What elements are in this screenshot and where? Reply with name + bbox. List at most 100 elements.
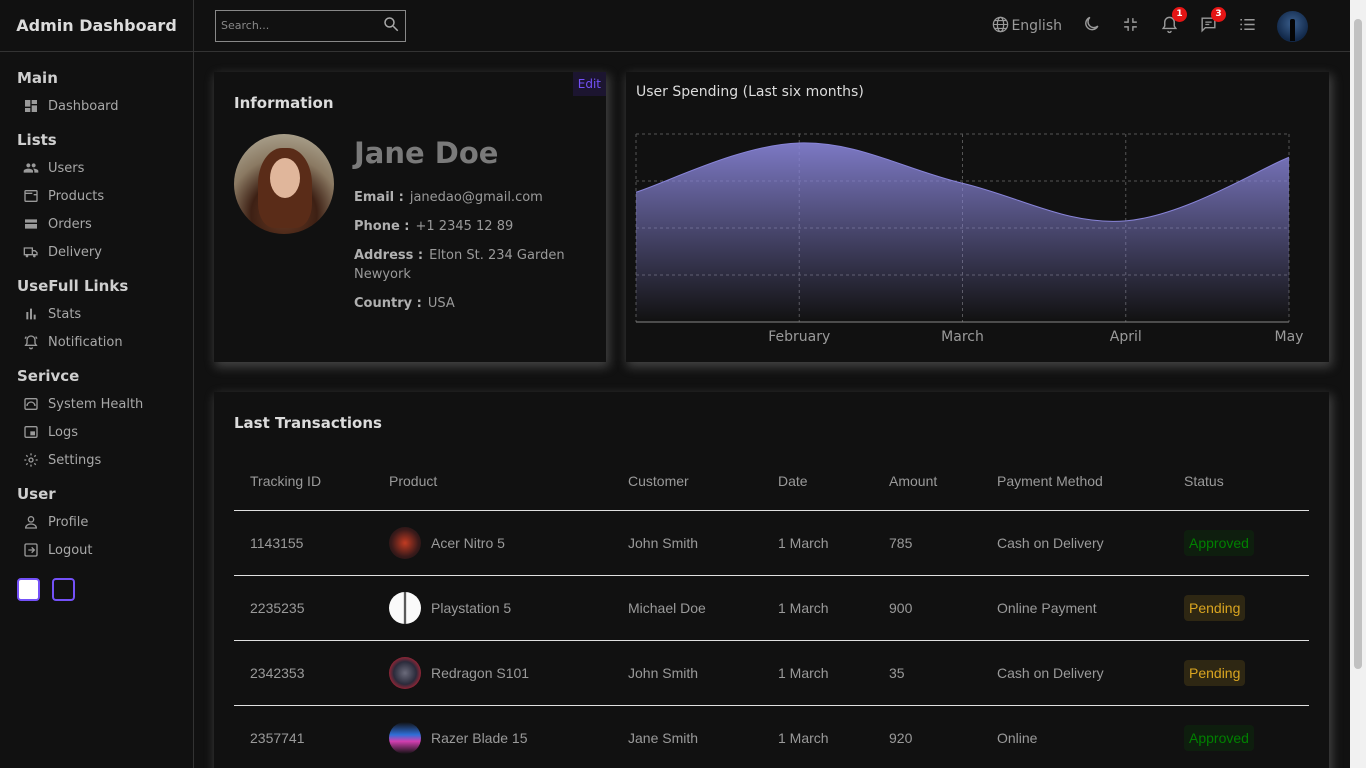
product-name: Redragon S101 [431,664,530,681]
sidebar-item-users[interactable]: Users [17,154,193,182]
information-title: Information [234,94,334,112]
language-label: English [1011,18,1062,34]
transactions-table: Tracking ID Product Customer Date Amount… [234,452,1309,768]
sidebar-item-products[interactable]: Products [17,182,193,210]
profile-face [270,158,300,198]
cell-date: 1 March [762,705,873,768]
users-icon [22,160,39,177]
sidebar-item-label: Profile [48,514,89,530]
profile-name: Jane Doe [354,136,499,170]
fullscreen-toggle[interactable] [1121,15,1140,38]
sidebar-item-label: Dashboard [48,98,119,114]
health-icon [22,396,39,413]
status-badge: Pending [1184,594,1246,621]
dashboard-icon [22,98,39,115]
list-icon [1238,15,1257,38]
cell-amount: 35 [873,640,981,706]
cell-amount: 785 [873,510,981,576]
dark-theme-button[interactable] [52,578,75,601]
sidebar-section-title: Main [17,69,58,87]
col-payment-method: Payment Method [981,452,1168,511]
theme-switcher [17,578,193,601]
cell-status: Approved [1168,705,1309,768]
cell-product: Playstation 5 [373,575,612,641]
orders-icon [22,216,39,233]
cell-customer: Michael Doe [612,575,762,641]
product-thumbnail [389,526,421,559]
search-icon[interactable] [382,15,400,37]
sidebar-section-links: UseFull Links Stats Notification [17,276,193,356]
sidebar-section-user: User Profile Logout [17,484,193,564]
country-row: Country : USA [354,294,594,313]
search-box [215,9,406,42]
scrollbar-thumb[interactable] [1354,19,1362,669]
sidebar-item-label: Stats [48,306,82,322]
light-theme-button[interactable] [17,578,40,601]
sidebar-item-settings[interactable]: Settings [17,446,193,474]
chart-title: User Spending (Last six months) [636,84,864,100]
cell-amount: 900 [873,575,981,641]
status-badge: Approved [1184,724,1254,751]
cell-status: Pending [1168,640,1309,706]
sidebar-section-service: Serivce System Health Logs Settings [17,366,193,474]
x-tick-label: February [768,329,830,345]
sidebar-item-label: Logs [48,424,78,440]
col-date: Date [762,452,873,511]
cell-customer: John Smith [612,510,762,576]
col-product: Product [373,452,612,511]
dark-mode-toggle[interactable] [1082,15,1101,38]
cell-tracking-id: 2235235 [234,575,373,641]
sidebar-item-delivery[interactable]: Delivery [17,238,193,266]
sidebar-item-label: Products [48,188,105,204]
col-tracking-id: Tracking ID [234,452,373,511]
table-row[interactable]: 2342353 Redragon S101 John Smith 1 March… [234,640,1309,706]
sidebar-item-label: Logout [48,542,93,558]
profile-image [234,134,334,234]
table-row[interactable]: 2357741 Razer Blade 15 Jane Smith 1 Marc… [234,705,1309,768]
col-status: Status [1168,452,1309,511]
sidebar-item-profile[interactable]: Profile [17,508,193,536]
sidebar-item-logs[interactable]: Logs [17,418,193,446]
transactions-title: Last Transactions [234,414,382,432]
sidebar-item-logout[interactable]: Logout [17,536,193,564]
list-menu-button[interactable] [1238,15,1257,38]
sidebar-item-system-health[interactable]: System Health [17,390,193,418]
address-row: Address : Elton St. 234 Garden Newyork [354,246,594,284]
sidebar: Admin Dashboard Main Dashboard Lists Use… [0,0,194,768]
sidebar-item-notification[interactable]: Notification [17,328,193,356]
notifications-button[interactable]: 1 [1160,6,1187,38]
email-label: Email : [354,190,404,205]
scrollbar[interactable] [1350,0,1366,768]
country-value: USA [427,296,455,311]
app-logo[interactable]: Admin Dashboard [16,16,177,35]
cell-payment-method: Cash on Delivery [981,640,1168,706]
cell-payment-method: Online [981,705,1168,768]
cell-status: Approved [1168,510,1309,576]
phone-value: +1 2345 12 89 [415,219,514,234]
user-avatar-button[interactable] [1277,10,1308,42]
search-input[interactable] [221,19,382,32]
sidebar-item-orders[interactable]: Orders [17,210,193,238]
messages-button[interactable]: 3 [1199,6,1226,38]
table-row[interactable]: 1143155 Acer Nitro 5 John Smith 1 March … [234,510,1309,576]
product-name: Playstation 5 [431,599,512,616]
information-card: Edit Information Jane Doe Email : janedao… [214,72,606,362]
language-selector[interactable]: English [991,15,1062,38]
status-badge: Pending [1184,659,1246,686]
sidebar-item-dashboard[interactable]: Dashboard [17,92,193,120]
x-tick-label: April [1110,329,1142,345]
cell-payment-method: Online Payment [981,575,1168,641]
messages-badge: 3 [1211,6,1226,22]
sidebar-item-stats[interactable]: Stats [17,300,193,328]
cell-amount: 920 [873,705,981,768]
cell-tracking-id: 1143155 [234,510,373,576]
table-row[interactable]: 2235235 Playstation 5 Michael Doe 1 Marc… [234,575,1309,641]
topbar-actions: English 1 3 [971,0,1308,52]
sidebar-section-main: Main Dashboard [17,68,193,120]
sidebar-section-title: Serivce [17,367,80,385]
sidebar-item-label: Orders [48,216,92,232]
spending-chart-card: February March April May User Spending (Las… [626,72,1329,362]
sidebar-nav: Main Dashboard Lists Users Products Orde… [0,52,193,601]
cell-date: 1 March [762,640,873,706]
edit-button[interactable]: Edit [572,72,606,96]
